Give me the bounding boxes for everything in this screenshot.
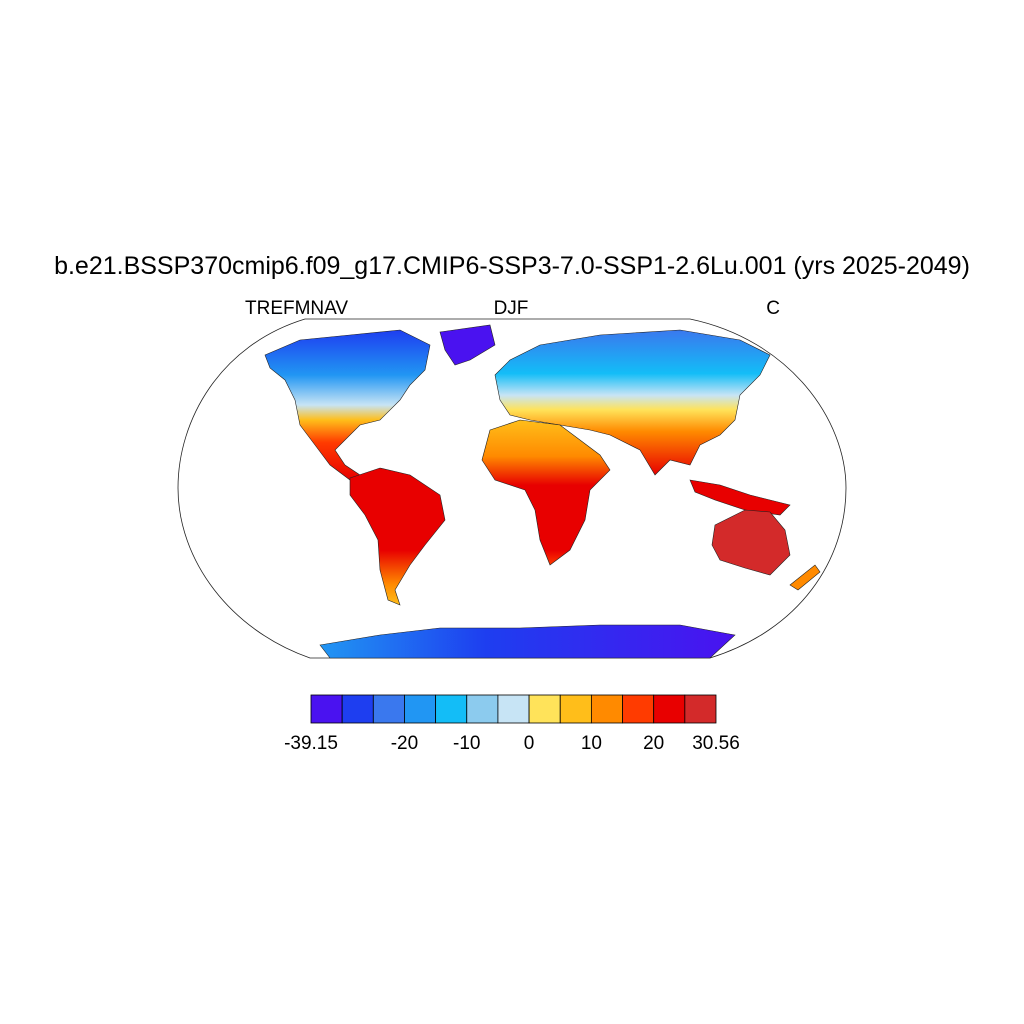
colorbar: -39.15 -20 -10 0 10 20 30.56	[284, 694, 740, 754]
colorbar-label: 20	[643, 733, 664, 754]
colorbar-box	[497, 694, 530, 724]
left-label: TREFMNAV	[245, 298, 348, 319]
north-america	[264, 329, 431, 481]
colorbar-box	[404, 694, 437, 724]
colorbar-label: 30.56	[692, 733, 740, 754]
map	[177, 318, 847, 659]
colorbar-label: -20	[391, 733, 418, 754]
colorbar-box	[310, 694, 343, 724]
colorbar-box	[590, 694, 623, 724]
south-america	[349, 467, 446, 606]
colorbar-box	[684, 694, 717, 724]
title: b.e21.BSSP370cmip6.f09_g17.CMIP6-SSP3-7.…	[54, 252, 970, 280]
right-label: C	[766, 298, 780, 319]
greenland	[439, 324, 496, 366]
eurasia	[494, 329, 771, 476]
colorbar-box	[466, 694, 499, 724]
colorbar-box	[372, 694, 405, 724]
colorbar-box	[622, 694, 655, 724]
colorbar-box	[559, 694, 592, 724]
colorbar-label: 0	[524, 733, 535, 754]
new-zealand	[789, 564, 821, 591]
australia	[711, 509, 791, 576]
colorbar-box	[653, 694, 686, 724]
center-label: DJF	[494, 298, 529, 319]
colorbar-box	[528, 694, 561, 724]
colorbar-box	[435, 694, 468, 724]
antarctica	[319, 624, 736, 659]
colorbar-label: -39.15	[284, 733, 338, 754]
indonesia	[689, 479, 791, 516]
colorbar-label: -10	[453, 733, 480, 754]
colorbar-box	[341, 694, 374, 724]
africa	[481, 419, 611, 566]
colorbar-label: 10	[581, 733, 602, 754]
